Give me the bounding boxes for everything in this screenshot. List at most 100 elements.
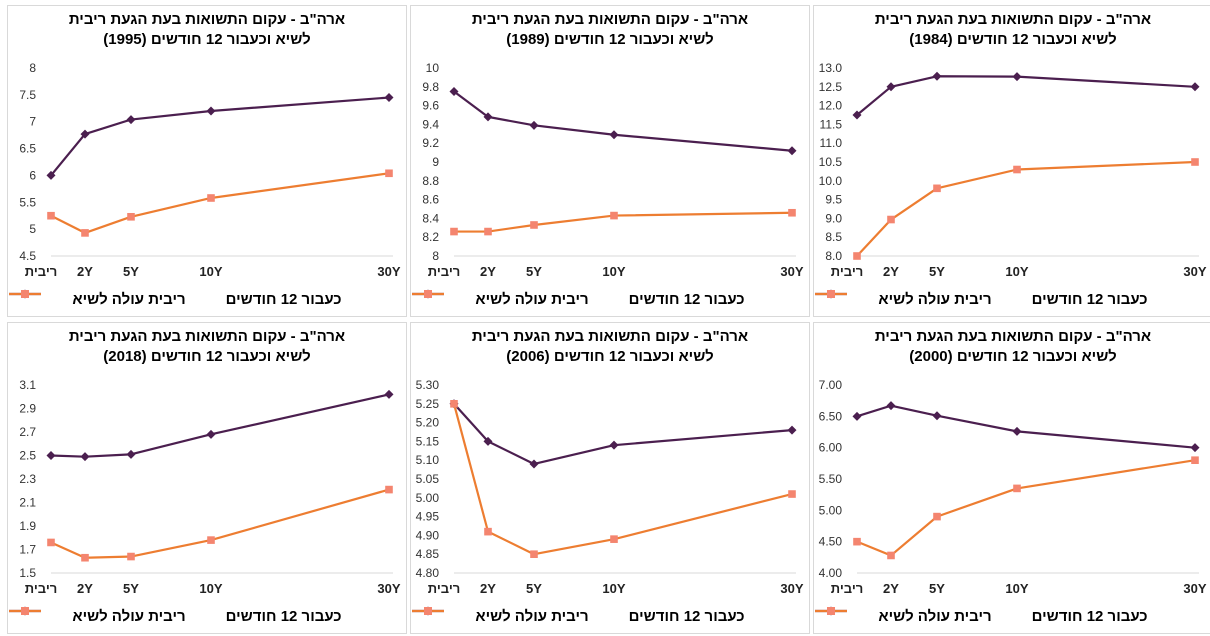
y-tick-label: 4.50	[819, 535, 843, 549]
legend-series-2: כעבור 12 חודשים	[412, 605, 745, 627]
series-2-line	[50, 172, 390, 235]
series-1-point-0	[46, 451, 56, 460]
series-1-point-3	[609, 440, 619, 450]
x-tick-label: 10Y	[602, 581, 625, 596]
y-tick-label: 4.85	[416, 547, 440, 561]
legend-series-1: ריבית עולה לשיא	[815, 605, 992, 627]
chart-title-line2: לשיא וכעבור 12 חודשים (2000)	[909, 348, 1117, 365]
series-2-line	[454, 211, 793, 233]
series-1-point-3	[206, 429, 216, 439]
legend-series-2: כעבור 12 חודשים	[412, 288, 745, 310]
legend-series-2-label: כעבור 12 חודשים	[1031, 607, 1148, 625]
chart-panel-1984: ארה"ב - עקום התשואות בעת הגעת ריבית לשיא…	[813, 5, 1210, 317]
series-1-point-2	[126, 449, 136, 459]
chart-title: ארה"ב - עקום התשואות בעת הגעת ריבית לשיא…	[814, 327, 1210, 367]
x-tick-label: 30Y	[1183, 581, 1206, 596]
y-tick-label: 2.3	[19, 472, 36, 486]
x-tick-label: 10Y	[1005, 581, 1028, 596]
legend-series-2: כעבור 12 חודשים	[815, 288, 1148, 310]
y-tick-label: 9.5	[825, 193, 842, 207]
legend-series-2-label: כעבור 12 חודשים	[628, 607, 745, 625]
series-2-point-3	[1013, 165, 1021, 174]
y-tick-label: 5.5	[19, 195, 36, 209]
y-tick-label: 2.5	[19, 449, 36, 463]
series-1-line	[50, 393, 390, 458]
y-tick-label: 11.0	[820, 136, 843, 150]
chart-panel-2006: ארה"ב - עקום התשואות בעת הגעת ריבית לשיא…	[410, 322, 810, 634]
series-2-point-0	[47, 538, 55, 547]
chart-panel-1989: ארה"ב - עקום התשואות בעת הגעת ריבית לשיא…	[410, 5, 810, 317]
series-1-point-0	[852, 411, 862, 421]
x-tick-label: 5Y	[123, 264, 139, 279]
series-2-point-0	[450, 400, 458, 408]
x-tick-label: 5Y	[929, 581, 945, 596]
chart-title-line2: לשיא וכעבור 12 חודשים (1989)	[506, 31, 714, 48]
legend-series-1: ריבית עולה לשיא	[412, 288, 589, 310]
series-2-point-2	[127, 212, 135, 221]
chart-plot: 4.5 5 5.5 6 6.5 7 7.5 8 ריבית 2Y 5Y 10Y 30Y	[19, 61, 401, 279]
legend-series-2: כעבור 12 חודשים	[9, 288, 342, 310]
x-tick-label: 2Y	[883, 264, 899, 279]
y-tick-label: 6.5	[19, 142, 36, 156]
series-2-point-0	[853, 537, 861, 546]
series-2-point-3	[610, 535, 618, 543]
y-tick-label: 5.10	[416, 453, 440, 467]
legend-series-2-label: כעבור 12 חודשים	[225, 290, 342, 308]
series-1	[46, 93, 394, 180]
series-2-point-2	[933, 184, 941, 193]
series-1-line	[856, 404, 1196, 449]
legend-series-1: ריבית עולה לשיא	[9, 605, 186, 627]
series-1-point-4	[1190, 443, 1200, 453]
series-1-point-1	[80, 129, 90, 139]
x-tick-label: 5Y	[526, 264, 542, 279]
y-tick-label: 5	[29, 222, 36, 236]
y-tick-label: 6	[29, 168, 36, 182]
x-tick-label: 30Y	[1183, 264, 1206, 279]
chart-legend: ריבית עולה לשיא כעבור 12 חודשים	[814, 605, 1210, 627]
y-tick-label: 7.5	[19, 88, 36, 102]
series-2-point-3	[207, 194, 215, 202]
y-tick-label: 8.4	[422, 211, 439, 225]
series-2-point-4	[788, 208, 796, 217]
series-2	[47, 485, 393, 562]
series-1-line	[50, 96, 390, 177]
y-tick-label: 5.00	[819, 503, 843, 517]
series-2-point-4	[788, 490, 796, 498]
y-tick-label: 8.5	[825, 230, 842, 244]
legend-series-2-swatch	[815, 290, 847, 298]
y-tick-label: 10	[426, 61, 440, 75]
x-tick-label: 2Y	[77, 581, 93, 596]
y-tick-label: 5.00	[416, 491, 440, 505]
y-tick-label: 5.25	[416, 397, 440, 411]
series-1-point-1	[886, 401, 896, 411]
x-tick-label: 2Y	[480, 581, 496, 596]
x-tick-label: 10Y	[199, 581, 222, 596]
y-tick-label: 4.90	[416, 528, 440, 542]
chart-legend: ריבית עולה לשיא כעבור 12 חודשים	[8, 288, 406, 310]
chart-title-line1: ארה"ב - עקום התשואות בעת הגעת ריבית	[874, 328, 1152, 345]
series-2-point-4	[385, 485, 393, 494]
series-1-point-0	[46, 170, 56, 180]
series-1	[449, 87, 797, 156]
series-1-point-1	[483, 112, 493, 122]
series-1-point-4	[787, 425, 797, 435]
chart-title-line2: לשיא וכעבור 12 חודשים (1984)	[909, 31, 1117, 48]
x-tick-label: 30Y	[780, 264, 803, 279]
chart-plot: 4.80 4.85 4.90 4.95 5.00 5.05 5.10 5.15 5.20 5.25…	[416, 378, 804, 596]
y-tick-label: 2.1	[19, 496, 36, 510]
chart-legend: ריבית עולה לשיא כעבור 12 חודשים	[411, 605, 809, 627]
series-2-point-1	[887, 551, 895, 560]
legend-series-2-label: כעבור 12 חודשים	[1031, 290, 1148, 308]
chart-title: ארה"ב - עקום התשואות בעת הגעת ריבית לשיא…	[411, 327, 809, 367]
x-tick-label: 2Y	[883, 581, 899, 596]
series-1-point-3	[609, 130, 619, 140]
series-1	[852, 71, 1200, 120]
series-1-point-2	[932, 411, 942, 421]
series-1	[449, 399, 797, 469]
y-tick-label: 6.00	[819, 441, 843, 455]
series-2-point-1	[81, 229, 89, 237]
y-tick-label: 3.1	[19, 378, 36, 392]
legend-series-1-label: ריבית עולה לשיא	[878, 290, 992, 308]
series-1-point-1	[886, 82, 896, 92]
series-2-line	[856, 160, 1196, 257]
